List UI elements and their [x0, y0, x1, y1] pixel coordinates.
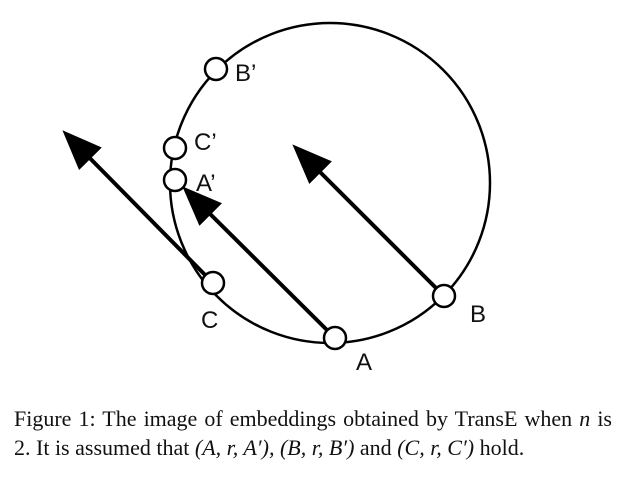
label-a-prime: A’	[196, 170, 216, 197]
label-c-prime: C’	[194, 129, 217, 156]
node-b-prime	[203, 56, 229, 82]
caption-triple-3: (C, r, C′)	[397, 435, 475, 460]
arrow-from-c	[62, 130, 215, 285]
node-a	[322, 325, 348, 351]
node-b	[431, 283, 457, 309]
label-c: C	[201, 307, 218, 334]
arrow-from-a	[182, 186, 337, 340]
caption-and: and	[359, 435, 392, 460]
node-a-prime	[162, 167, 188, 193]
label-a: A	[356, 349, 372, 376]
caption-prefix: Figure 1: The image of embeddings obtain…	[14, 406, 573, 431]
figure-caption: Figure 1: The image of embeddings obtain…	[14, 404, 612, 462]
caption-n: n	[579, 406, 591, 431]
caption-middle: is 2. It is assumed that	[14, 406, 612, 460]
node-c-prime	[162, 135, 188, 161]
transe-diagram: A B C A’ B’ C’	[62, 21, 492, 376]
label-b: B	[470, 301, 486, 328]
caption-triple-2: (B, r, B′)	[279, 435, 355, 460]
label-b-prime: B’	[235, 60, 256, 87]
arrow-from-b	[292, 144, 446, 298]
node-c	[200, 270, 226, 296]
caption-suffix: hold.	[479, 435, 525, 460]
caption-triple-1: (A, r, A′),	[194, 435, 275, 460]
